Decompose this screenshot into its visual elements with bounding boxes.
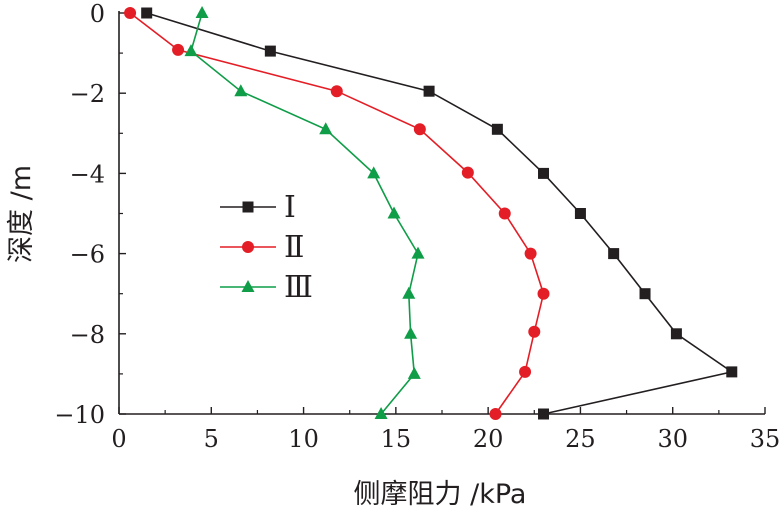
data-point xyxy=(670,328,682,340)
series-3 xyxy=(184,6,425,419)
data-point xyxy=(411,246,425,259)
data-point xyxy=(387,206,401,219)
data-point xyxy=(234,84,248,97)
legend-item-3: Ⅲ xyxy=(220,270,313,305)
x-tick-label: 20 xyxy=(473,425,504,453)
legend-marker xyxy=(241,280,255,292)
x-tick-label: 0 xyxy=(111,425,126,453)
y-tick-label: −10 xyxy=(54,401,105,429)
series-layer xyxy=(124,6,738,420)
data-point xyxy=(574,208,586,219)
series-line xyxy=(146,12,734,415)
data-point xyxy=(423,85,435,97)
series-2 xyxy=(124,7,550,420)
y-tick-label: 0 xyxy=(90,0,105,28)
data-point xyxy=(319,122,333,135)
data-point xyxy=(141,7,153,19)
data-point xyxy=(195,6,209,18)
legend-marker xyxy=(242,201,254,213)
y-tick-label: −8 xyxy=(70,321,105,349)
x-tick-label: 25 xyxy=(565,425,596,453)
data-point xyxy=(519,365,532,378)
data-point xyxy=(498,207,511,220)
legend-label: Ⅱ xyxy=(284,230,304,265)
data-point xyxy=(461,166,474,179)
data-point xyxy=(407,366,421,379)
legend: Ⅰ Ⅱ Ⅲ xyxy=(220,190,313,305)
legend-marker xyxy=(242,241,254,253)
legend-item-1: Ⅰ xyxy=(220,190,296,225)
data-point xyxy=(489,408,502,420)
data-point xyxy=(264,45,276,57)
data-point xyxy=(413,123,426,136)
x-tick-label: 10 xyxy=(288,425,319,453)
data-point xyxy=(402,286,416,299)
data-point xyxy=(528,325,541,338)
x-tick-label: 35 xyxy=(750,425,781,453)
series-1 xyxy=(141,7,738,420)
data-point xyxy=(184,44,198,57)
legend-item-2: Ⅱ xyxy=(220,230,304,265)
axes: 0 5 10 15 20 25 30 35 0 −2 −4 −6 −8 −10 xyxy=(54,0,780,453)
data-point xyxy=(330,85,343,98)
data-point xyxy=(538,408,550,420)
x-tick-label: 15 xyxy=(381,425,412,453)
data-point xyxy=(538,167,550,179)
data-point xyxy=(524,247,537,260)
series-line xyxy=(129,12,545,415)
data-point xyxy=(367,166,381,179)
x-axis-title: 侧摩阻力 /kPa xyxy=(354,479,527,510)
y-tick-label: −4 xyxy=(70,160,105,188)
x-tick-label: 30 xyxy=(657,425,688,453)
data-point xyxy=(491,123,503,135)
y-tick-label: −2 xyxy=(70,80,105,108)
series-line xyxy=(190,12,419,415)
y-tick-label: −6 xyxy=(70,241,105,269)
data-point xyxy=(172,43,185,56)
data-point xyxy=(537,287,550,300)
data-point xyxy=(608,248,620,260)
x-tick-label: 5 xyxy=(204,425,219,453)
legend-label: Ⅰ xyxy=(284,190,296,225)
data-point xyxy=(124,7,137,19)
data-point xyxy=(639,288,651,300)
data-point xyxy=(404,326,418,339)
legend-label: Ⅲ xyxy=(284,270,313,305)
data-point xyxy=(374,407,388,419)
data-point xyxy=(726,366,738,378)
y-axis-title: 深度 /m xyxy=(6,165,37,263)
